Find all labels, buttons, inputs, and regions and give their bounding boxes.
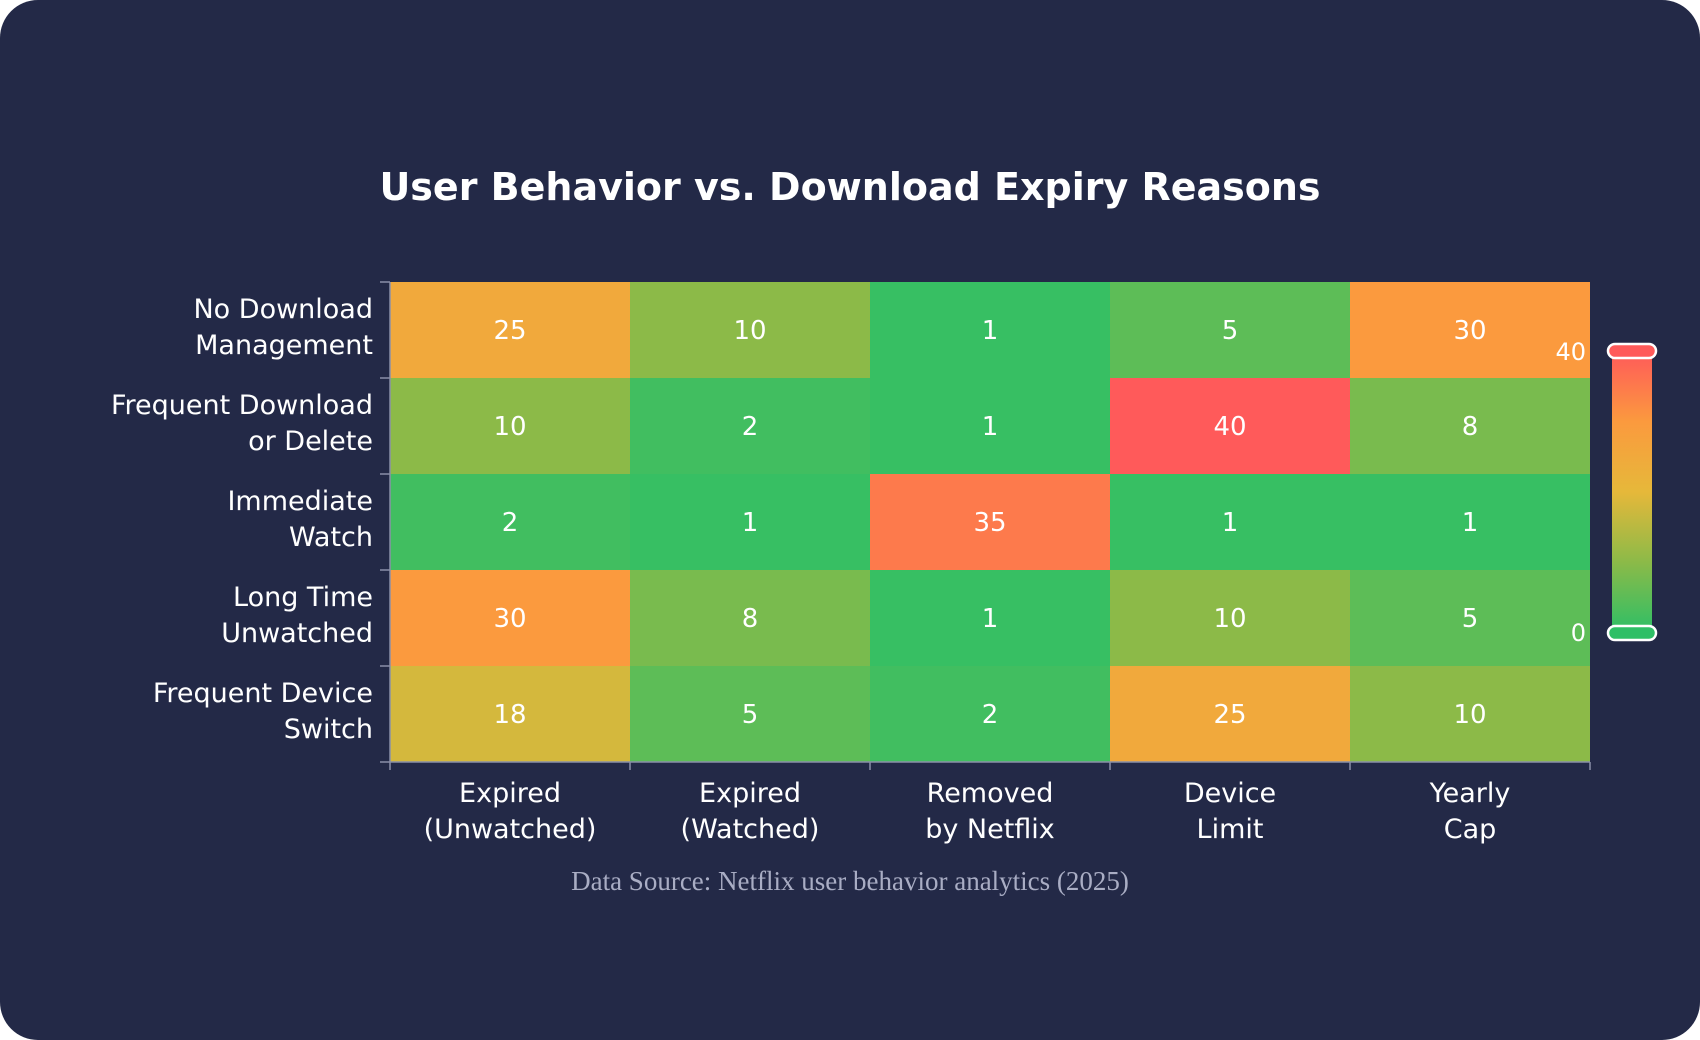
cell-value-label: 8 [1462,412,1479,442]
heatmap-cell [1350,282,1590,378]
heatmap-cell [390,474,630,570]
column-label: Removed by Netflix [925,778,1055,845]
row-label: Long Time Unwatched [221,582,373,649]
cell-value-label: 1 [982,316,999,346]
heatmap-cell [870,282,1110,378]
row-label: Immediate Watch [227,486,373,553]
heatmap-cell [870,378,1110,474]
heatmap-cell [870,666,1110,762]
heatmap-cell [1110,474,1350,570]
heatmap-cell [630,282,870,378]
heatmap-cell [630,474,870,570]
cell-value-label: 30 [1453,316,1486,346]
heatmap-cell [870,570,1110,666]
row-label: No Download Management [193,294,373,361]
cell-value-label: 1 [982,604,999,634]
cell-value-label: 5 [1222,316,1239,346]
cell-value-label: 10 [733,316,766,346]
color-scale: 40 0 [1555,338,1658,647]
cell-value-label: 30 [493,604,526,634]
cell-value-label: 5 [742,700,759,730]
heatmap-cell [630,666,870,762]
cell-value-label: 2 [982,700,999,730]
row-label: Frequent Device Switch [153,678,373,745]
heatmap-cell [390,282,630,378]
cell-value-label: 35 [973,508,1006,538]
heatmap-cell [630,378,870,474]
column-label: Expired (Watched) [681,778,820,845]
color-scale-min-label: 0 [1571,619,1586,647]
heatmap-cell [390,570,630,666]
cell-value-label: 1 [1222,508,1239,538]
cell-value-label: 2 [742,412,759,442]
heatmap-cell [1110,378,1350,474]
cell-value-label: 10 [1213,604,1246,634]
column-label: Device Limit [1184,778,1276,845]
heatmap-cell [1350,570,1590,666]
heatmap-cell [630,570,870,666]
heatmap-cell [1110,282,1350,378]
cell-value-label: 25 [493,316,526,346]
color-scale-max-label: 40 [1555,338,1586,366]
cell-value-label: 1 [1462,508,1479,538]
column-label: Yearly Cap [1429,778,1511,845]
cell-value-label: 2 [502,508,519,538]
color-scale-max-handle[interactable] [1606,342,1658,360]
cell-value-label: 10 [1453,700,1486,730]
cell-value-label: 25 [1213,700,1246,730]
heatmap-cell [1110,666,1350,762]
cell-value-label: 1 [982,412,999,442]
heatmap-cell [390,666,630,762]
heatmap-cell [1350,474,1590,570]
cell-value-label: 40 [1213,412,1246,442]
heatmap-cell [1350,378,1590,474]
chart-title: User Behavior vs. Download Expiry Reason… [379,165,1320,209]
heatmap-cell [390,378,630,474]
cell-value-label: 8 [742,604,759,634]
color-scale-min-handle[interactable] [1606,624,1658,642]
cell-value-label: 10 [493,412,526,442]
cell-value-label: 1 [742,508,759,538]
data-source-note: Data Source: Netflix user behavior analy… [571,866,1129,896]
color-scale-bar [1612,352,1652,632]
heatmap-axes: No Download Management Frequent Download or… [111,281,1591,845]
row-label: Frequent Download or Delete [111,390,373,457]
heatmap-cells: 25 10 1 5 30 10 2 1 40 8 2 1 35 1 1 30 8 1 10 5 18 5 2 25 10 [390,282,1590,762]
heatmap-cell [870,474,1110,570]
heatmap-cell [1110,570,1350,666]
cell-value-label: 18 [493,700,526,730]
column-label: Expired (Unwatched) [424,778,597,845]
cell-value-label: 5 [1462,604,1479,634]
heatmap-cell [1350,666,1590,762]
